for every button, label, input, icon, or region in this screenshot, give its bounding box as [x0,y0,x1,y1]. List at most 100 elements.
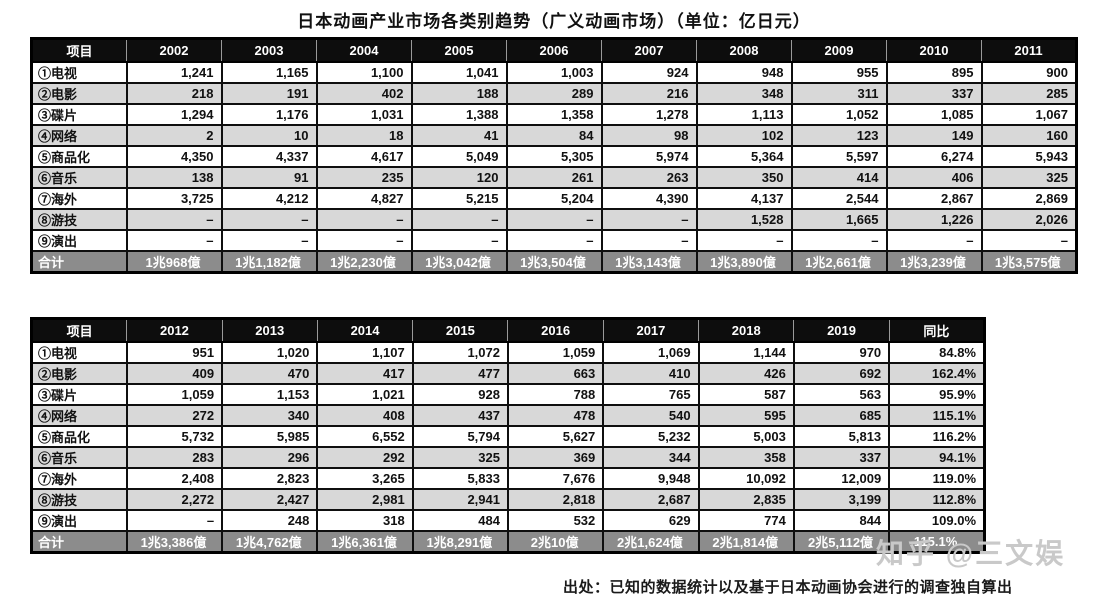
table-row: ①电视 1,241 1,165 1,100 1,041 1,003 924 948 955 895… [30,60,1078,84]
data-cell: 95.9% [888,382,986,406]
total-cell: 1兆4,762億 [221,529,319,553]
data-cell: 1,113 [695,102,793,126]
data-cell: – [695,228,793,252]
row-label: ②电影 [30,81,128,105]
data-cell: 138 [125,165,223,189]
data-cell: 4,337 [220,144,318,168]
column-header: 2017 [602,317,700,343]
total-cell: 2兆5,112億 [792,529,891,553]
data-cell: 9,948 [602,466,700,490]
table-header: 项目 2012 2013 2014 2015 2016 2017 2018 2019 同比 [30,317,986,343]
row-label: ③碟片 [30,382,128,406]
data-cell: 4,350 [125,144,223,168]
total-cell: 2兆1,624億 [602,529,700,553]
table-row: ①电视 951 1,020 1,107 1,072 1,059 1,069 1,144 970 8… [30,340,986,364]
data-cell: 895 [885,60,983,84]
data-cell: – [410,228,508,252]
data-cell: 5,597 [790,144,888,168]
row-label: ⑦海外 [30,186,128,210]
data-cell: 409 [125,361,224,385]
table-row: ④网络 272 340 408 437 478 540 595 685 115.1% [30,403,986,427]
data-cell: 587 [697,382,795,406]
data-cell: 1,226 [885,207,983,231]
data-cell: 84.8% [888,340,986,364]
row-label: ⑤商品化 [30,424,128,448]
data-cell: 4,827 [315,186,413,210]
column-header: 2016 [507,317,604,343]
data-cell: 98 [600,123,698,147]
data-cell: 5,833 [411,466,509,490]
total-cell: 1兆8,291億 [411,529,509,553]
data-cell: 369 [506,445,605,469]
row-label: ⑨演出 [30,228,128,252]
data-cell: 119.0% [888,466,986,490]
data-cell: 414 [790,165,888,189]
row-label: ⑧游技 [30,207,128,231]
row-label: ⑧游技 [30,487,128,511]
row-label: ⑥音乐 [30,445,128,469]
column-header: 2002 [126,37,222,63]
data-cell: 948 [695,60,793,84]
column-header: 2014 [316,317,414,343]
table-row: ⑤商品化 4,350 4,337 4,617 5,049 5,305 5,974 5,364 5… [30,144,1078,168]
data-cell: – [885,228,983,252]
data-cell: 663 [506,361,605,385]
data-cell: 6,274 [885,144,983,168]
data-cell: 478 [506,403,605,427]
data-cell: 84 [505,123,603,147]
data-cell: – [220,207,318,231]
column-header: 2012 [126,317,223,343]
data-cell: 951 [125,340,224,364]
data-cell: – [410,207,508,231]
table-body: ①电视 951 1,020 1,107 1,072 1,059 1,069 1,144 970 8… [30,340,986,532]
data-cell: 272 [125,403,224,427]
data-cell: 235 [315,165,413,189]
data-cell: 2,869 [980,186,1078,210]
data-cell: 1,107 [316,340,414,364]
data-cell: 1,072 [411,340,509,364]
data-cell: 2,272 [125,487,224,511]
total-cell: 1兆3,386億 [125,529,224,553]
data-cell: 218 [125,81,223,105]
data-cell: 289 [505,81,603,105]
data-cell: 2,867 [885,186,983,210]
row-label: ①电视 [30,60,128,84]
data-cell: – [790,228,888,252]
data-cell: 924 [600,60,698,84]
table-row: ⑥音乐 283 296 292 325 369 344 358 337 94.1% [30,445,986,469]
data-cell: 3,265 [316,466,414,490]
data-cell: 1,153 [221,382,319,406]
table-row: ②电影 218 191 402 188 289 216 348 311 337 285 [30,81,1078,105]
data-cell: 340 [221,403,319,427]
column-header: 2003 [221,37,317,63]
data-cell: 296 [221,445,319,469]
data-cell: 109.0% [888,508,986,532]
data-cell: 629 [602,508,700,532]
data-cell: 7,676 [506,466,605,490]
total-label: 合计 [30,249,128,273]
data-cell: 1,278 [600,102,698,126]
data-cell: 4,137 [695,186,793,210]
data-cell: 765 [602,382,700,406]
data-cell: 410 [602,361,700,385]
data-cell: 292 [316,445,414,469]
data-cell: 5,305 [505,144,603,168]
table-total: 合计 1兆3,386億 1兆4,762億 1兆6,361億 1兆8,291億 2兆10億 2… [30,529,986,553]
table-total: 合计 1兆968億 1兆1,182億 1兆2,230億 1兆3,042億 1兆3,504億… [30,249,1078,273]
data-cell: 5,985 [221,424,319,448]
header-row: 项目 2002 2003 2004 2005 2006 2007 2008 2009 2010 20… [31,37,1077,63]
data-cell: 685 [792,403,891,427]
data-cell: 2,408 [125,466,224,490]
data-cell: 6,552 [316,424,414,448]
data-cell: – [315,207,413,231]
table-row: ⑧游技 – – – – – –1,528 1,665 1,226 2,026 [30,207,1078,231]
data-cell: 162.4% [888,361,986,385]
data-cell: – [125,228,223,252]
data-cell: 1,085 [885,102,983,126]
total-cell: 1兆2,661億 [790,249,888,273]
data-cell: – [315,228,413,252]
table-row: ⑨演出 –248 318 484 532 629 774 844 109.0% [30,508,986,532]
data-cell: 263 [600,165,698,189]
data-cell: 311 [790,81,888,105]
data-cell: 2,687 [602,487,700,511]
